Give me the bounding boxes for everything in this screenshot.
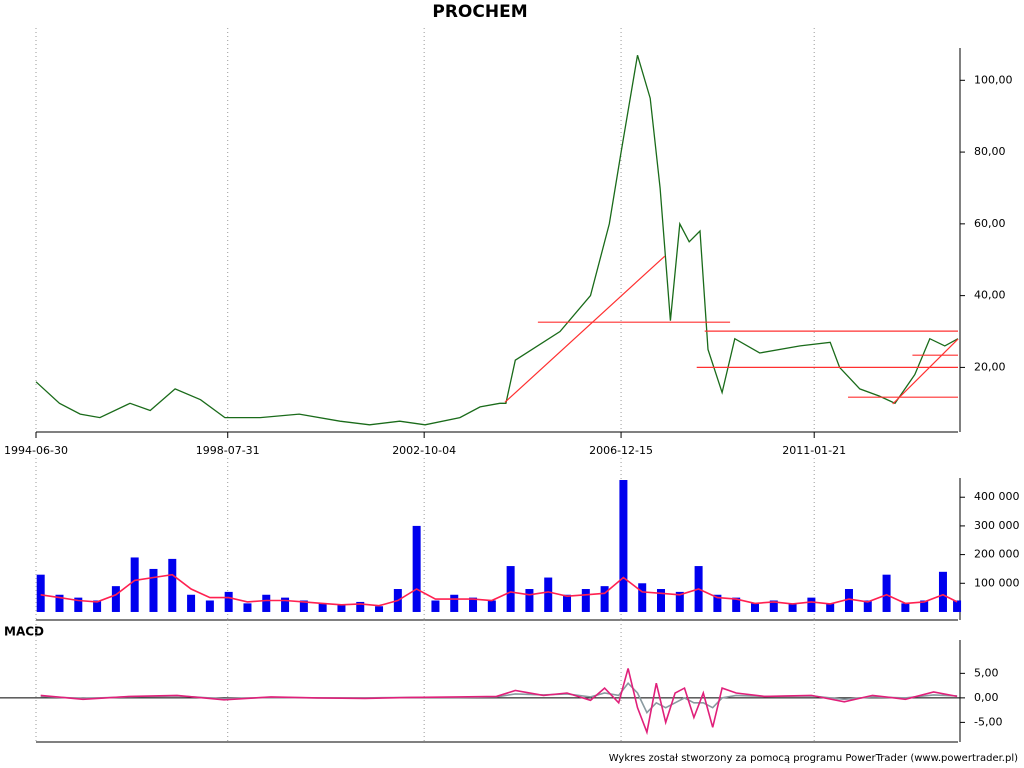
volume-bar — [224, 591, 233, 612]
footer: Wykres został stworzony za pomocą progra… — [609, 753, 1018, 764]
volume-bar — [882, 574, 891, 612]
volume-bar — [356, 601, 365, 612]
volume-bar — [750, 603, 759, 612]
x-tick-label: 2011-01-21 — [782, 444, 846, 457]
y-tick-label: 40,00 — [974, 289, 1006, 302]
line — [40, 573, 958, 607]
y-tick-label: 5,00 — [974, 666, 999, 679]
volume-bar — [299, 600, 308, 612]
volume-bar — [863, 600, 872, 612]
volume-bar — [600, 586, 609, 612]
volume-bar — [375, 606, 384, 612]
volume-bar — [262, 594, 271, 612]
volume-bar — [920, 600, 929, 612]
y-tick-label: 80,00 — [974, 145, 1006, 158]
volume-bar — [901, 603, 910, 612]
volume-bar — [953, 600, 962, 612]
y-tick-label: 400 000 — [974, 490, 1020, 503]
x-tick-label: 2002-10-04 — [392, 444, 456, 457]
volume-bar — [205, 600, 214, 612]
volume-bar — [130, 557, 139, 612]
support-line — [504, 255, 666, 403]
volume-bar — [450, 594, 459, 612]
volume-bar — [74, 597, 83, 612]
y-tick-label: 100,00 — [974, 73, 1013, 86]
y-tick-label: -5,00 — [974, 715, 1002, 728]
volume-bar — [807, 597, 816, 612]
volume-bar — [187, 594, 196, 612]
volume-bar — [337, 604, 346, 612]
volume-bar — [581, 589, 590, 612]
volume-bar — [506, 566, 515, 612]
volume-bar — [149, 568, 158, 612]
volume-bar — [318, 603, 327, 612]
y-tick-label: 100 000 — [974, 576, 1020, 589]
y-tick-label: 20,00 — [974, 360, 1006, 373]
volume-bar — [844, 589, 853, 612]
y-tick-label: 0,00 — [974, 691, 999, 704]
volume-bar — [563, 594, 572, 612]
volume-bar — [638, 583, 647, 612]
volume-bar — [732, 597, 741, 612]
volume-bar — [487, 600, 496, 612]
volume-bar — [111, 586, 120, 612]
y-tick-label: 200 000 — [974, 548, 1020, 561]
y-tick-label: 60,00 — [974, 217, 1006, 230]
volume-bar — [469, 597, 478, 612]
volume-bar — [544, 577, 553, 612]
volume-bar — [36, 574, 45, 612]
volume-bar — [788, 603, 797, 612]
volume-bar — [281, 597, 290, 612]
line — [35, 55, 959, 426]
volume-bar — [657, 589, 666, 612]
chart-title: PROCHEM — [432, 2, 527, 22]
x-tick-label: 2006-12-15 — [589, 444, 653, 457]
volume-bar — [243, 603, 252, 612]
volume-bar — [713, 594, 722, 612]
volume-bar — [431, 600, 440, 612]
line — [40, 668, 958, 736]
volume-bar — [168, 558, 177, 612]
volume-bar — [525, 589, 534, 612]
panel-title: MACD — [4, 625, 44, 639]
volume-bar — [412, 525, 421, 612]
x-tick-label: 1994-06-30 — [4, 444, 68, 457]
volume-bar — [769, 600, 778, 612]
volume-bar — [826, 603, 835, 612]
volume-bar — [675, 591, 684, 612]
volume-bar — [938, 571, 947, 612]
support-line — [892, 338, 959, 405]
volume-bar — [93, 600, 102, 612]
volume-bar — [619, 480, 628, 612]
volume-bar — [55, 594, 64, 612]
x-tick-label: 1998-07-31 — [196, 444, 260, 457]
y-tick-label: 300 000 — [974, 519, 1020, 532]
